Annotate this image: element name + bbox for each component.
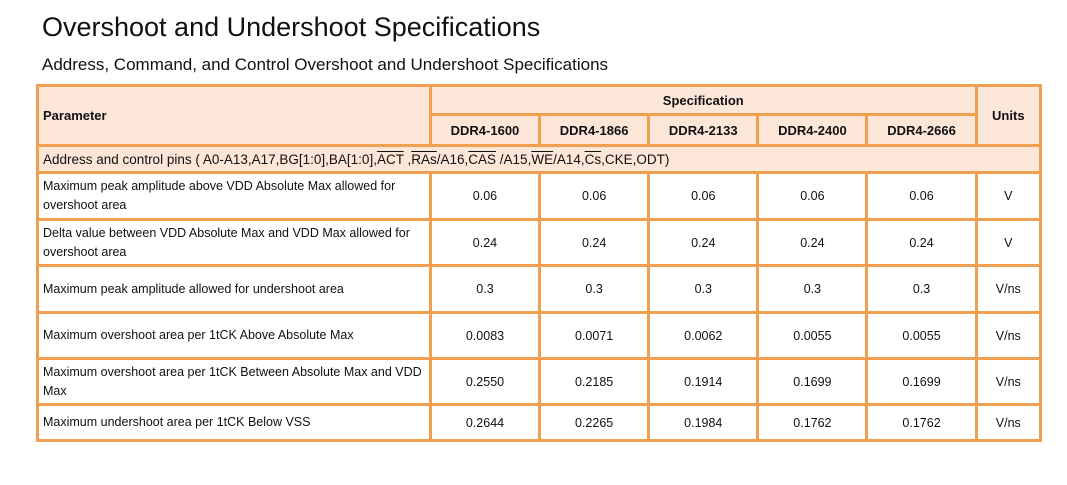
header-speed: DDR4-2400 [756,113,869,147]
pins-text-segment: /A15, [496,151,532,167]
value-cell: 0.1762 [756,403,869,442]
value-cell: 0.0071 [538,311,651,360]
pins-text-segment: ,CKE,ODT) [601,151,670,167]
table-row: Maximum peak amplitude allowed for under… [36,264,1043,314]
header-speed: DDR4-1866 [538,113,651,147]
parameter-cell: Maximum overshoot area per 1tCK Between … [36,357,432,406]
unit-cell: V [974,171,1043,221]
value-cell: 0.0083 [428,311,542,360]
value-cell: 0.06 [647,171,760,221]
header-speed: DDR4-2666 [865,113,978,147]
unit-cell: V/ns [974,403,1043,442]
value-cell: 0.0062 [647,311,760,360]
header-parameter: Parameter [36,84,432,147]
header-speed: DDR4-1600 [428,113,542,147]
value-cell: 0.2185 [538,357,651,406]
spec-table: Parameter Specification Units DDR4-1600 D… [36,84,1043,442]
header-units: Units [974,84,1043,147]
value-cell: 0.2550 [428,357,542,406]
value-cell: 0.1762 [865,403,978,442]
parameter-cell: Delta value between VDD Absolute Max and… [36,218,432,267]
value-cell: 0.24 [756,218,869,267]
value-cell: 0.06 [865,171,978,221]
value-cell: 0.06 [428,171,542,221]
value-cell: 0.0055 [865,311,978,360]
value-cell: 0.3 [647,264,760,314]
value-cell: 0.2265 [538,403,651,442]
value-cell: 0.24 [538,218,651,267]
pins-text-segment: Address and control pins ( A0-A13,A17,BG… [43,151,377,167]
value-cell: 0.2644 [428,403,542,442]
pins-text-segment: /A16, [436,151,469,167]
unit-cell: V/ns [974,357,1043,406]
table-row: Maximum undershoot area per 1tCK Below V… [36,403,1043,442]
unit-cell: V [974,218,1043,267]
value-cell: 0.1699 [756,357,869,406]
pins-text-segment: /A14, [553,151,585,167]
unit-cell: V/ns [974,311,1043,360]
parameter-cell: Maximum peak amplitude above VDD Absolut… [36,171,432,221]
pins-text-segment: ACT [376,151,404,167]
page-title: Overshoot and Undershoot Specifications [42,12,541,42]
header-specification: Specification [428,84,978,116]
header-speed: DDR4-2133 [647,113,760,147]
table-row: Maximum overshoot area per 1tCK Between … [36,357,1043,406]
value-cell: 0.3 [865,264,978,314]
pins-text-segment: RAs [411,151,437,167]
value-cell: 0.1914 [647,357,760,406]
value-cell: 0.3 [538,264,651,314]
table-row: Maximum overshoot area per 1tCK Above Ab… [36,311,1043,360]
parameter-cell: Maximum undershoot area per 1tCK Below V… [36,403,432,442]
value-cell: 0.06 [756,171,869,221]
value-cell: 0.3 [756,264,869,314]
parameter-cell: Maximum overshoot area per 1tCK Above Ab… [36,311,432,360]
value-cell: 0.06 [538,171,651,221]
value-cell: 0.1984 [647,403,760,442]
value-cell: 0.24 [428,218,542,267]
value-cell: 0.1699 [865,357,978,406]
pins-text-segment: WE [531,151,554,167]
pins-text-segment: , [403,151,412,167]
value-cell: 0.24 [865,218,978,267]
pins-text-segment: Cs [584,151,602,167]
value-cell: 0.0055 [756,311,869,360]
pins-text-segment: CAS [468,151,497,167]
value-cell: 0.24 [647,218,760,267]
value-cell: 0.3 [428,264,542,314]
unit-cell: V/ns [974,264,1043,314]
table-row: Delta value between VDD Absolute Max and… [36,218,1043,267]
parameter-cell: Maximum peak amplitude allowed for under… [36,264,432,314]
table-title: Address, Command, and Control Overshoot … [42,55,609,74]
table-row: Maximum peak amplitude above VDD Absolut… [36,171,1043,221]
pins-group-row: Address and control pins ( A0-A13,A17,BG… [36,144,1042,174]
